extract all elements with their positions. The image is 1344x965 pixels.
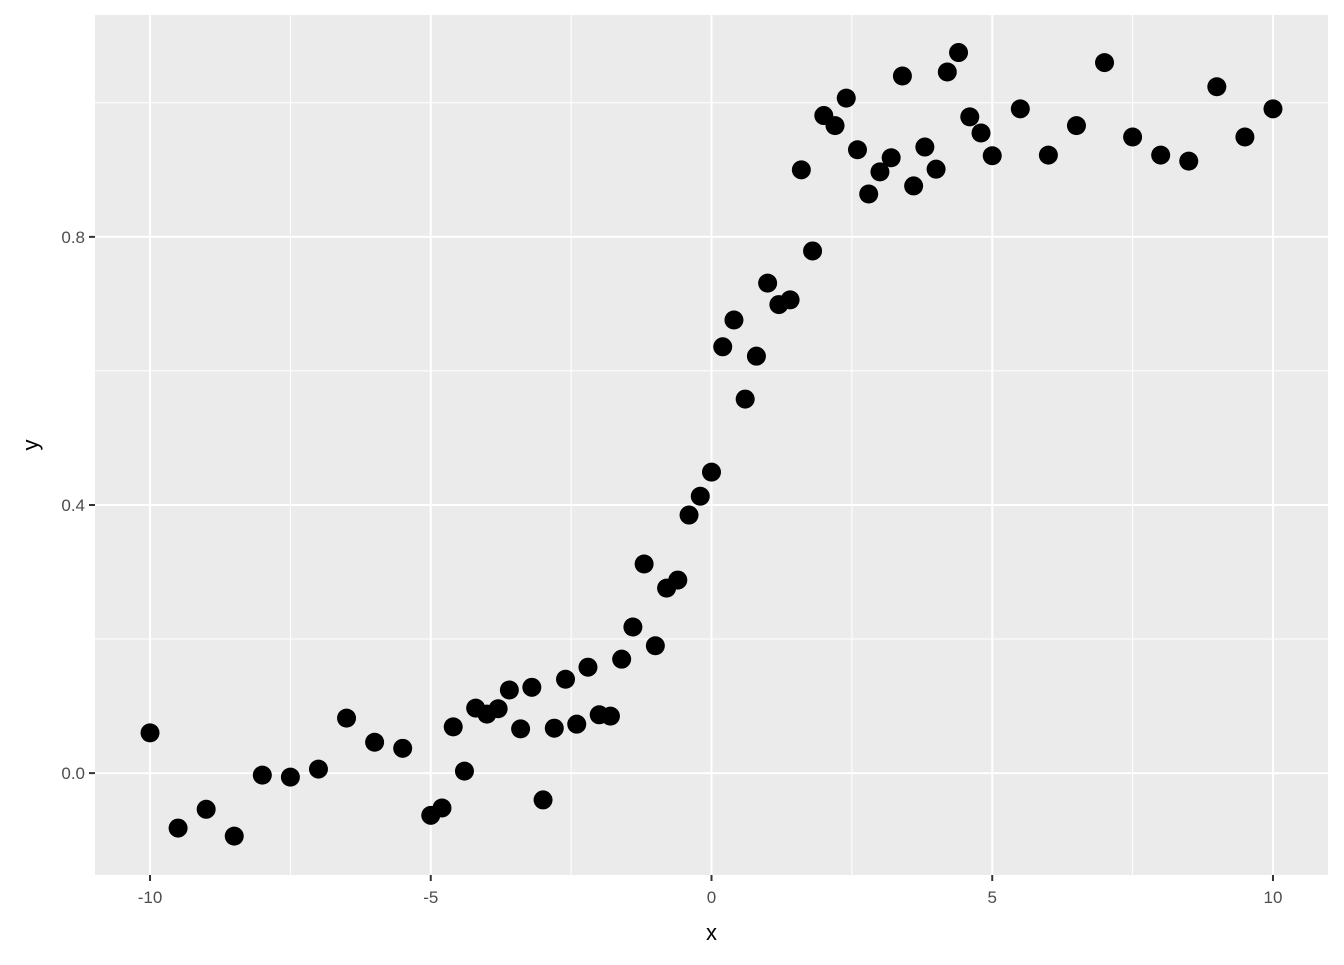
- y-tick-label: 0.8: [61, 228, 85, 247]
- data-point: [690, 486, 710, 506]
- data-point: [758, 273, 778, 293]
- data-point: [679, 505, 699, 525]
- data-point: [915, 137, 935, 157]
- data-point: [904, 176, 924, 196]
- data-point: [454, 761, 474, 781]
- data-point: [803, 241, 823, 261]
- x-tick-label: 0: [707, 888, 716, 907]
- data-point: [511, 719, 531, 739]
- data-point: [1010, 99, 1030, 119]
- x-axis-ticks: -10 -5 0 5 10: [138, 875, 1283, 907]
- data-point: [1038, 145, 1058, 165]
- data-point: [140, 723, 160, 743]
- data-point: [859, 184, 879, 204]
- data-point: [836, 88, 856, 108]
- data-point: [735, 389, 755, 409]
- data-point: [1066, 116, 1086, 136]
- data-point: [892, 66, 912, 86]
- data-point: [982, 146, 1002, 166]
- data-point: [791, 160, 811, 180]
- data-point: [488, 699, 508, 719]
- data-point: [1123, 127, 1143, 147]
- data-point: [971, 123, 991, 143]
- y-tick-label: 0.4: [61, 496, 85, 515]
- data-point: [1151, 145, 1171, 165]
- data-point: [308, 759, 328, 779]
- data-point: [432, 798, 452, 818]
- data-point: [533, 790, 553, 810]
- data-point: [960, 107, 980, 127]
- y-axis-title: y: [18, 440, 43, 451]
- y-tick-label: 0.0: [61, 764, 85, 783]
- data-point: [881, 148, 901, 168]
- data-point: [365, 732, 385, 752]
- data-point: [668, 570, 688, 590]
- data-point: [1235, 127, 1255, 147]
- x-tick-label: -5: [423, 888, 438, 907]
- data-point: [780, 290, 800, 310]
- data-point: [623, 617, 643, 637]
- data-point: [870, 162, 890, 182]
- data-point: [724, 310, 744, 330]
- data-point: [702, 462, 721, 482]
- data-point: [522, 677, 542, 697]
- data-point: [280, 767, 300, 787]
- x-tick-label: 5: [988, 888, 997, 907]
- data-point: [393, 738, 413, 758]
- data-point: [1263, 99, 1283, 119]
- data-points: [140, 43, 1283, 846]
- data-point: [1095, 53, 1115, 73]
- data-point: [337, 708, 357, 728]
- data-point: [443, 717, 463, 737]
- data-point: [252, 765, 272, 785]
- data-point: [1179, 151, 1199, 171]
- data-point: [556, 669, 576, 689]
- data-point: [926, 159, 946, 179]
- data-point: [499, 680, 519, 700]
- data-point: [645, 636, 665, 656]
- x-tick-label: -10: [138, 888, 163, 907]
- data-point: [937, 62, 957, 82]
- data-point: [825, 116, 845, 136]
- data-point: [600, 706, 620, 726]
- data-point: [578, 657, 598, 677]
- data-point: [634, 554, 654, 574]
- data-point: [168, 818, 188, 838]
- data-point: [746, 346, 766, 366]
- data-point: [1207, 77, 1227, 97]
- data-point: [567, 714, 587, 734]
- x-axis-title: x: [706, 920, 717, 945]
- data-point: [949, 43, 969, 63]
- data-point: [612, 649, 632, 669]
- y-axis-ticks: 0.0 0.4 0.8: [61, 228, 95, 783]
- data-point: [196, 799, 216, 819]
- x-tick-label: 10: [1264, 888, 1283, 907]
- data-point: [224, 826, 244, 846]
- data-point: [847, 140, 867, 160]
- data-point: [713, 337, 733, 357]
- data-point: [544, 718, 564, 738]
